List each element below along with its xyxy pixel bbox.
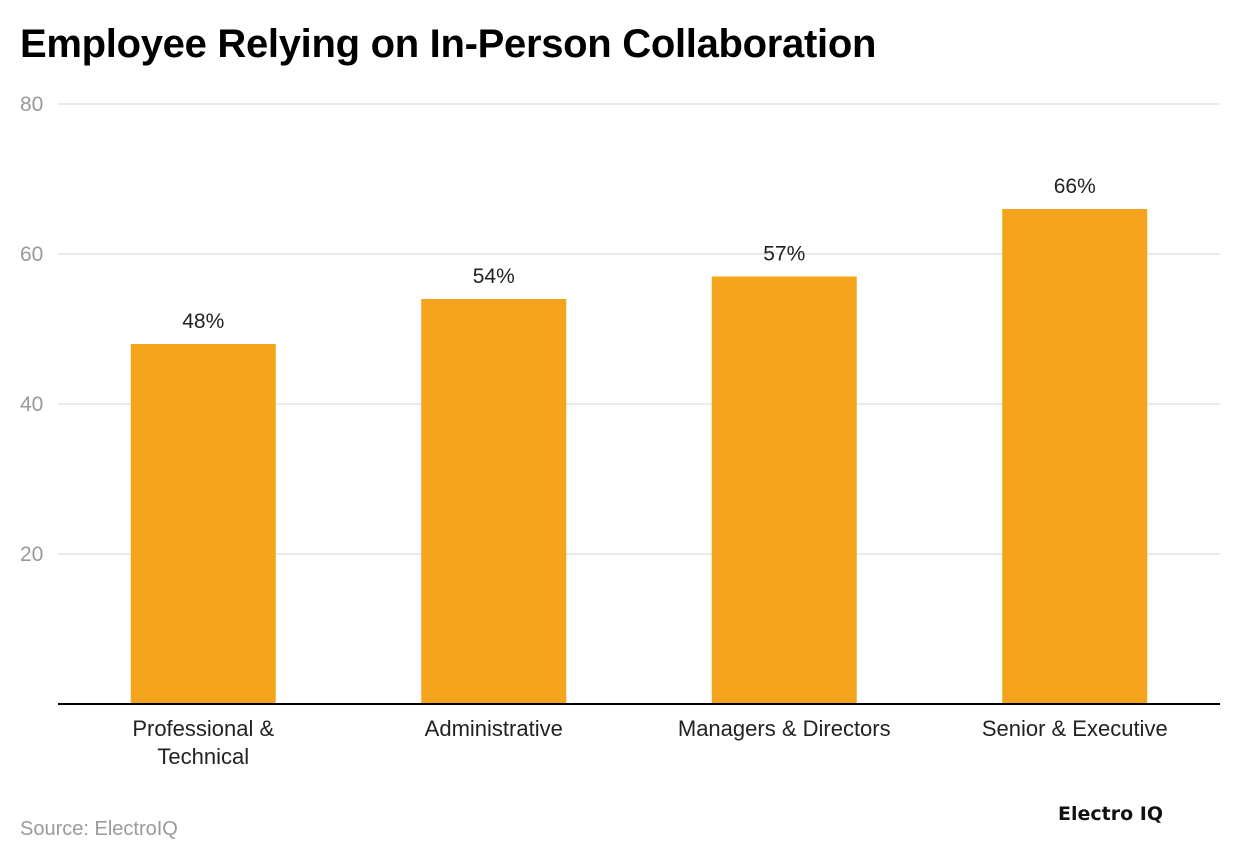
category-label-line: Professional & [132, 716, 274, 741]
y-tick-label: 60 [20, 243, 43, 266]
category-label: Senior & Executive [982, 716, 1168, 741]
y-tick-label: 80 [20, 93, 43, 116]
data-label: 66% [1054, 175, 1096, 198]
bars [130, 209, 1148, 704]
category-label-line: Technical [157, 744, 249, 769]
brand-logo: Electro IQ [1058, 803, 1163, 825]
x-axis-categories: Professional & Technical Administrative Man… [132, 716, 1167, 769]
chart-title: Employee Relying on In-Person Collaborat… [20, 22, 877, 66]
bar [130, 344, 276, 704]
bar [421, 299, 567, 704]
data-label: 48% [182, 310, 224, 333]
category-label: Managers & Directors [678, 716, 891, 741]
bar [711, 276, 857, 704]
y-axis-ticks: 20 40 60 80 [20, 93, 43, 566]
category-label: Administrative [425, 716, 563, 741]
bar [1002, 209, 1148, 704]
source-note: Source: ElectroIQ [20, 818, 178, 840]
data-label: 57% [763, 243, 805, 266]
category-label-line: Senior & Executive [982, 716, 1168, 741]
y-tick-label: 20 [20, 543, 43, 566]
category-label-line: Managers & Directors [678, 716, 891, 741]
category-label-line: Administrative [425, 716, 563, 741]
y-tick-label: 40 [20, 393, 43, 416]
data-label: 54% [473, 265, 515, 288]
data-labels: 48% 54% 57% 66% [182, 175, 1096, 333]
category-label: Professional & Technical [132, 716, 274, 769]
